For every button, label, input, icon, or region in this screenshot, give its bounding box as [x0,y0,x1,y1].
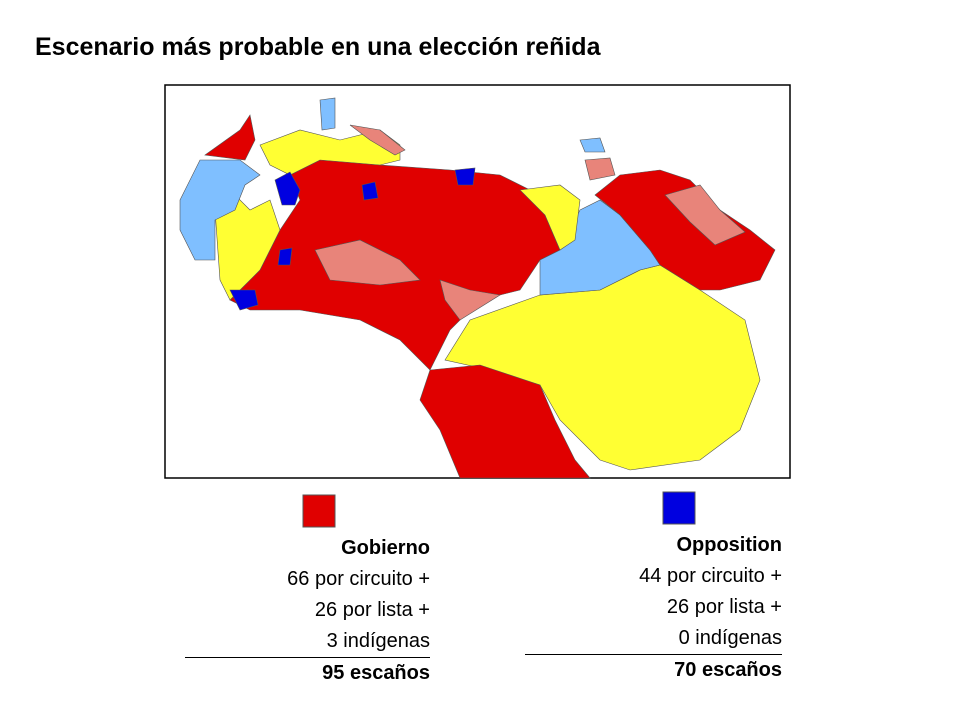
legend-line: 26 por lista + [666,596,782,618]
legend-swatch [662,491,696,525]
legend-block: Gobierno 66 por circuito + 26 por lista … [185,533,430,689]
legend-name: Opposition [676,534,782,556]
legend-line: 3 indígenas [326,630,430,652]
legend-swatch [302,494,336,528]
slide-title: Escenario más probable en una elección r… [35,33,601,61]
legend-line: 26 por lista + [314,599,430,621]
legend-line: 66 por circuito + [287,568,430,590]
legend-total: 70 escaños [525,654,782,686]
legend-block: Opposition 44 por circuito + 26 por list… [525,530,782,686]
legend-line: 44 por circuito + [639,565,782,587]
legend-total: 95 escaños [185,657,430,689]
map-regions [179,97,776,479]
legend-line: 0 indígenas [678,627,782,649]
legend-name: Gobierno [341,537,430,559]
